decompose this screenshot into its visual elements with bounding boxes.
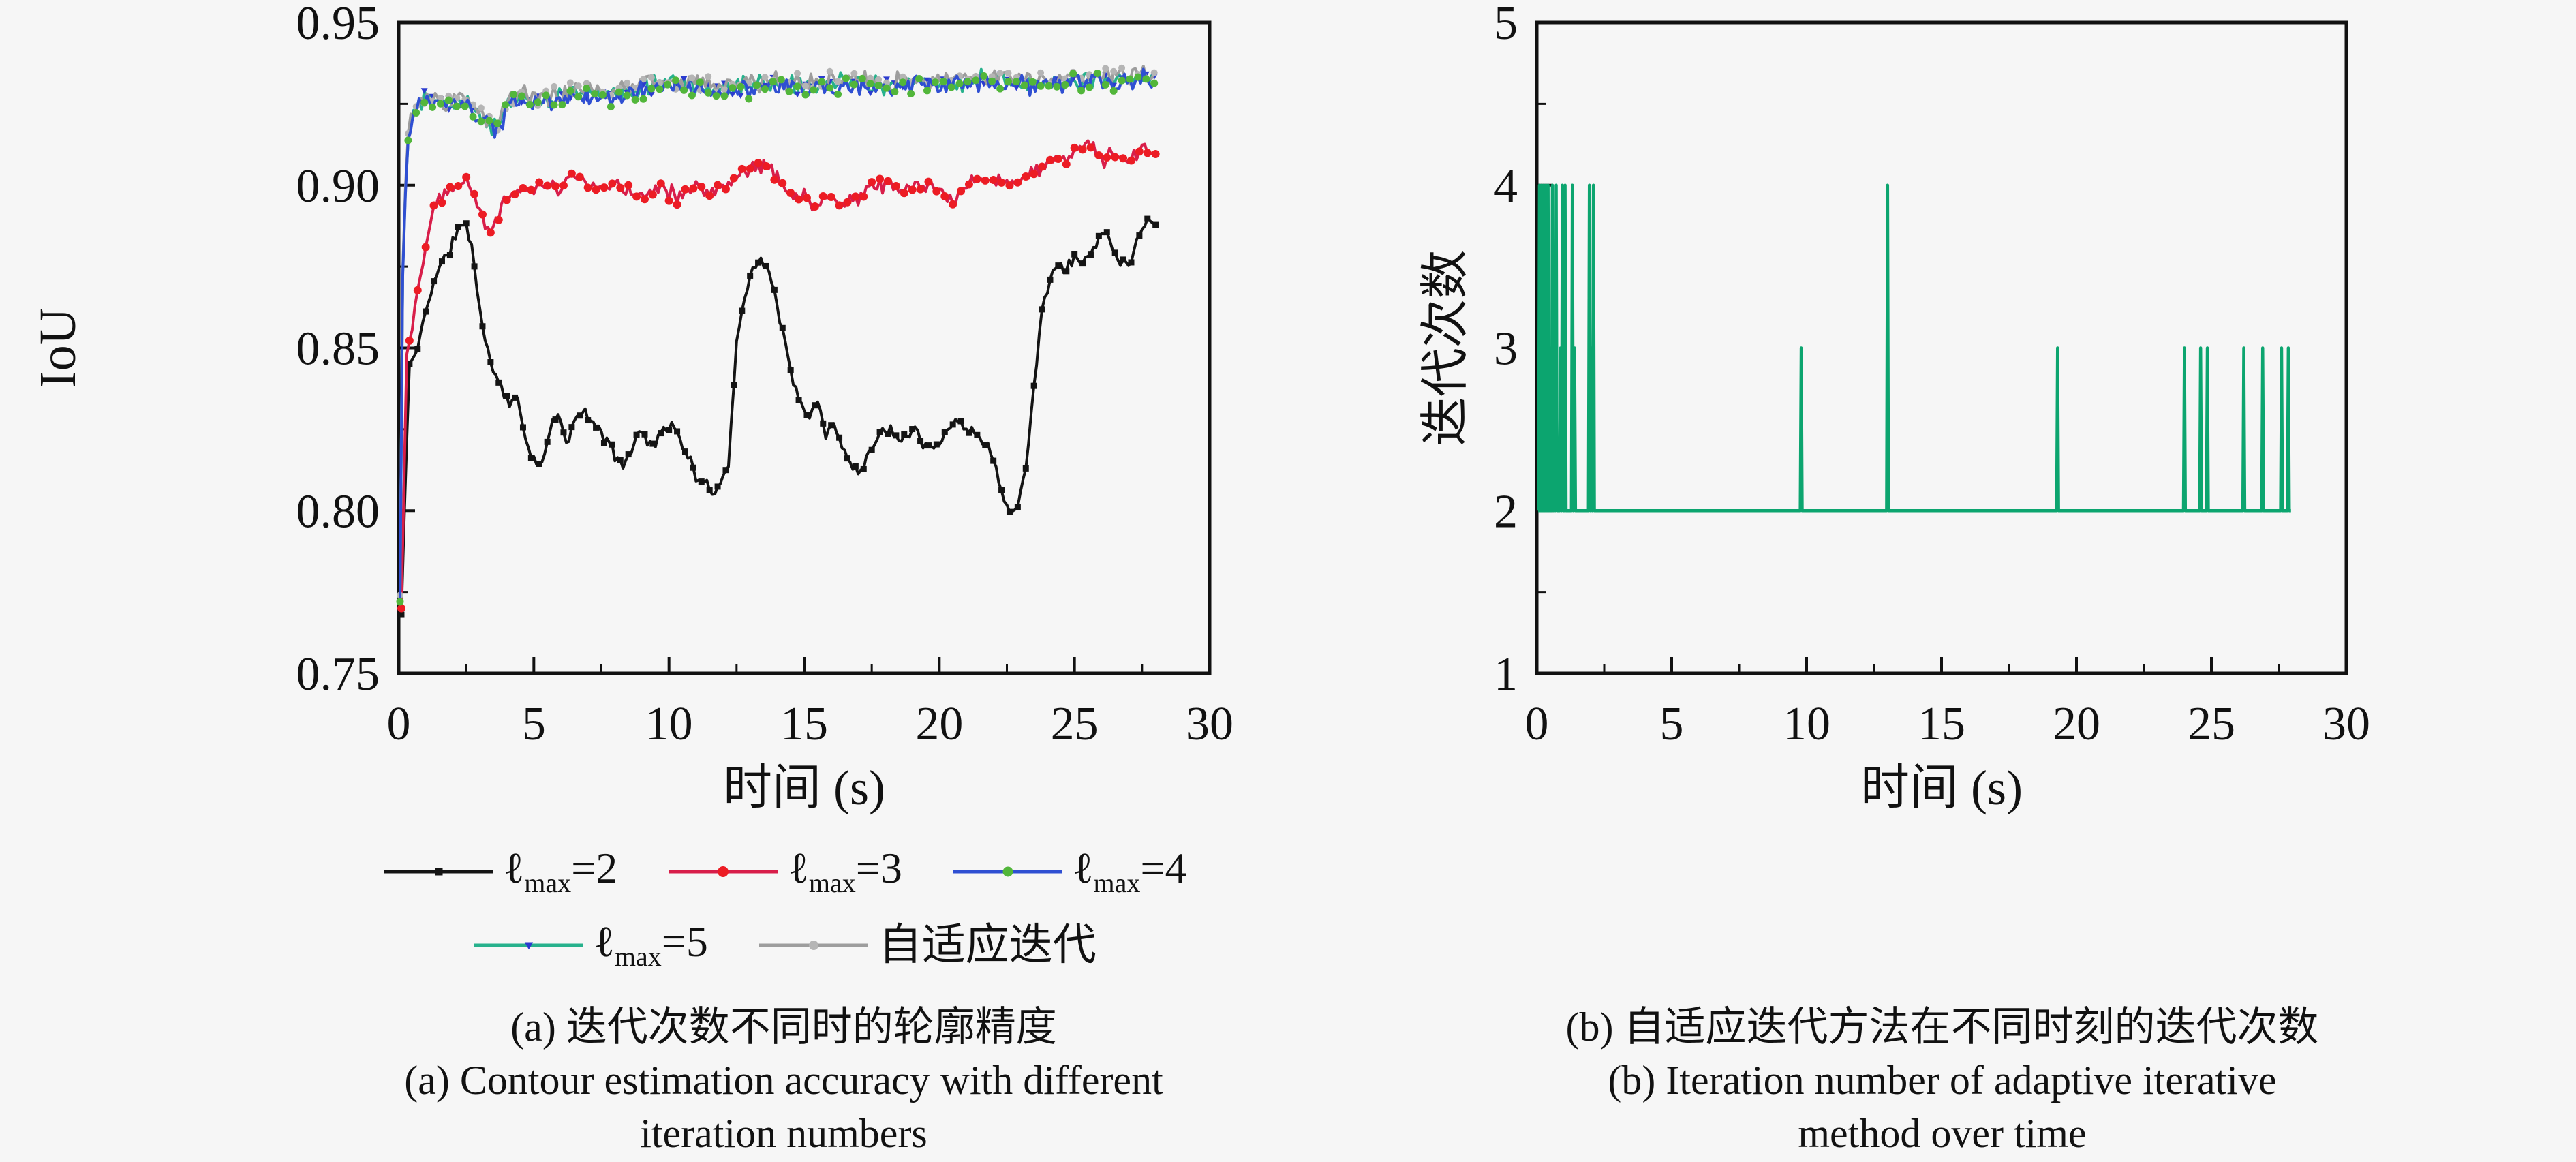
svg-text:25: 25: [1051, 698, 1099, 750]
legend-swatch-lmax2: [384, 868, 493, 876]
legend-row-1: ℓmax=2 ℓmax=3 ℓmax=4: [381, 844, 1187, 898]
caption-a-zh: (a) 迭代次数不同时的轮廓精度: [510, 1005, 1057, 1050]
plot-frame: [397, 20, 1212, 675]
svg-text:3: 3: [1494, 323, 1518, 376]
caption-b: (b) 自适应迭代方法在不同时刻的迭代次数 (b) Iteration numb…: [1411, 1000, 2474, 1160]
svg-text:0.75: 0.75: [296, 648, 380, 701]
legend-item-lmax3: ℓmax=3: [665, 846, 902, 897]
y-axis-tick-labels: 1 2 3 4 5: [1494, 0, 1518, 701]
svg-text:15: 15: [780, 698, 828, 750]
caption-b-zh: (b) 自适应迭代方法在不同时刻的迭代次数: [1565, 1005, 2319, 1050]
svg-text:5: 5: [522, 698, 546, 750]
series-lmax4: [396, 67, 1159, 606]
series-adaptive-line: [398, 65, 1156, 596]
x-axis-ticks: [397, 657, 1211, 673]
svg-text:0.90: 0.90: [296, 160, 380, 213]
x-axis-tick-labels: 0 5 10 15 20 25 30: [387, 698, 1234, 750]
caption-a-en-1: (a) Contour estimation accuracy with dif…: [404, 1058, 1163, 1103]
y-axis-title: 迭代次数: [1418, 249, 1473, 446]
caption-b-en-2: method over time: [1798, 1111, 2087, 1156]
series-lmax3-markers: [397, 143, 1160, 613]
legend-swatch-lmax3: [669, 866, 778, 877]
series-adaptive: [396, 64, 1158, 599]
series-lmax2: [398, 215, 1159, 618]
svg-text:10: 10: [1783, 698, 1830, 750]
legend: ℓmax=2 ℓmax=3 ℓmax=4 ℓmax=5 自适应迭代: [232, 846, 1336, 970]
series-lmax5: [397, 67, 1158, 602]
series-adaptive-iterations-line: [1537, 183, 2291, 513]
caption-a-en-2: iteration numbers: [640, 1111, 927, 1156]
legend-item-lmax2: ℓmax=2: [381, 844, 618, 898]
svg-text:1: 1: [1494, 648, 1518, 701]
legend-label-lmax5: ℓmax=5: [594, 917, 708, 972]
svg-text:2: 2: [1494, 485, 1518, 538]
y-axis-title: IoU: [29, 307, 87, 388]
series-lmax5-line: [398, 67, 1155, 599]
plot-frame: [1535, 20, 2348, 675]
chart-b-canvas: 0 5 10 15 20 25 30 1 2 3 4 5 时间 (s) 迭代次数: [1418, 0, 2371, 815]
x-axis-title: 时间 (s): [1860, 761, 2023, 815]
svg-text:30: 30: [2322, 698, 2370, 750]
svg-text:0: 0: [1525, 698, 1549, 750]
svg-text:0: 0: [387, 698, 411, 750]
svg-text:25: 25: [2188, 698, 2235, 750]
series-lmax3: [397, 139, 1160, 613]
legend-label-lmax4: ℓmax=4: [1072, 844, 1187, 898]
caption-a: (a) 迭代次数不同时的轮廓精度 (a) Contour estimation …: [232, 1000, 1336, 1160]
legend-swatch-lmax5: [474, 942, 584, 950]
legend-swatch-adaptive: [758, 941, 868, 950]
legend-swatch-lmax4: [953, 866, 1062, 877]
svg-text:0.80: 0.80: [296, 485, 380, 538]
legend-item-lmax4: ℓmax=4: [950, 844, 1187, 898]
svg-text:5: 5: [1494, 0, 1518, 50]
svg-text:0.95: 0.95: [296, 0, 380, 50]
series-adaptive-markers: [396, 64, 1158, 599]
caption-b-en-1: (b) Iteration number of adaptive iterati…: [1608, 1058, 2277, 1103]
series-lmax2-markers: [398, 215, 1159, 618]
svg-text:30: 30: [1186, 698, 1233, 750]
chart-a-canvas: 0 5 10 15 20 25 30 0.75 0.80 0.85 0.90 0.95 时间 (s) Io…: [29, 0, 1234, 815]
series-adaptive-iterations: [1537, 183, 2291, 513]
y-axis-tick-labels: 0.75 0.80 0.85 0.90 0.95: [296, 0, 380, 701]
svg-text:20: 20: [2053, 698, 2100, 750]
series-lmax5-markers: [397, 71, 1158, 602]
svg-text:4: 4: [1494, 160, 1518, 213]
svg-text:10: 10: [645, 698, 693, 750]
legend-label-adaptive: 自适应迭代: [878, 921, 1097, 969]
series-lmax4-line: [398, 67, 1156, 602]
series-lmax2-line: [399, 217, 1156, 615]
svg-text:0.85: 0.85: [296, 323, 380, 376]
legend-label-lmax2: ℓmax=2: [503, 844, 618, 898]
legend-label-lmax3: ℓmax=3: [788, 844, 902, 898]
svg-text:20: 20: [915, 698, 963, 750]
x-axis-title: 时间 (s): [723, 761, 885, 815]
x-axis-tick-labels: 0 5 10 15 20 25 30: [1525, 698, 2371, 750]
svg-text:15: 15: [1918, 698, 1965, 750]
series-lmax3-line: [399, 139, 1156, 609]
legend-row-2: ℓmax=5 自适应迭代: [471, 920, 1097, 970]
svg-text:5: 5: [1660, 698, 1684, 750]
series-lmax4-markers: [396, 70, 1159, 606]
x-axis-ticks: [1535, 657, 2348, 673]
legend-item-lmax5: ℓmax=5: [471, 920, 708, 970]
legend-item-adaptive: 自适应迭代: [756, 923, 1097, 967]
